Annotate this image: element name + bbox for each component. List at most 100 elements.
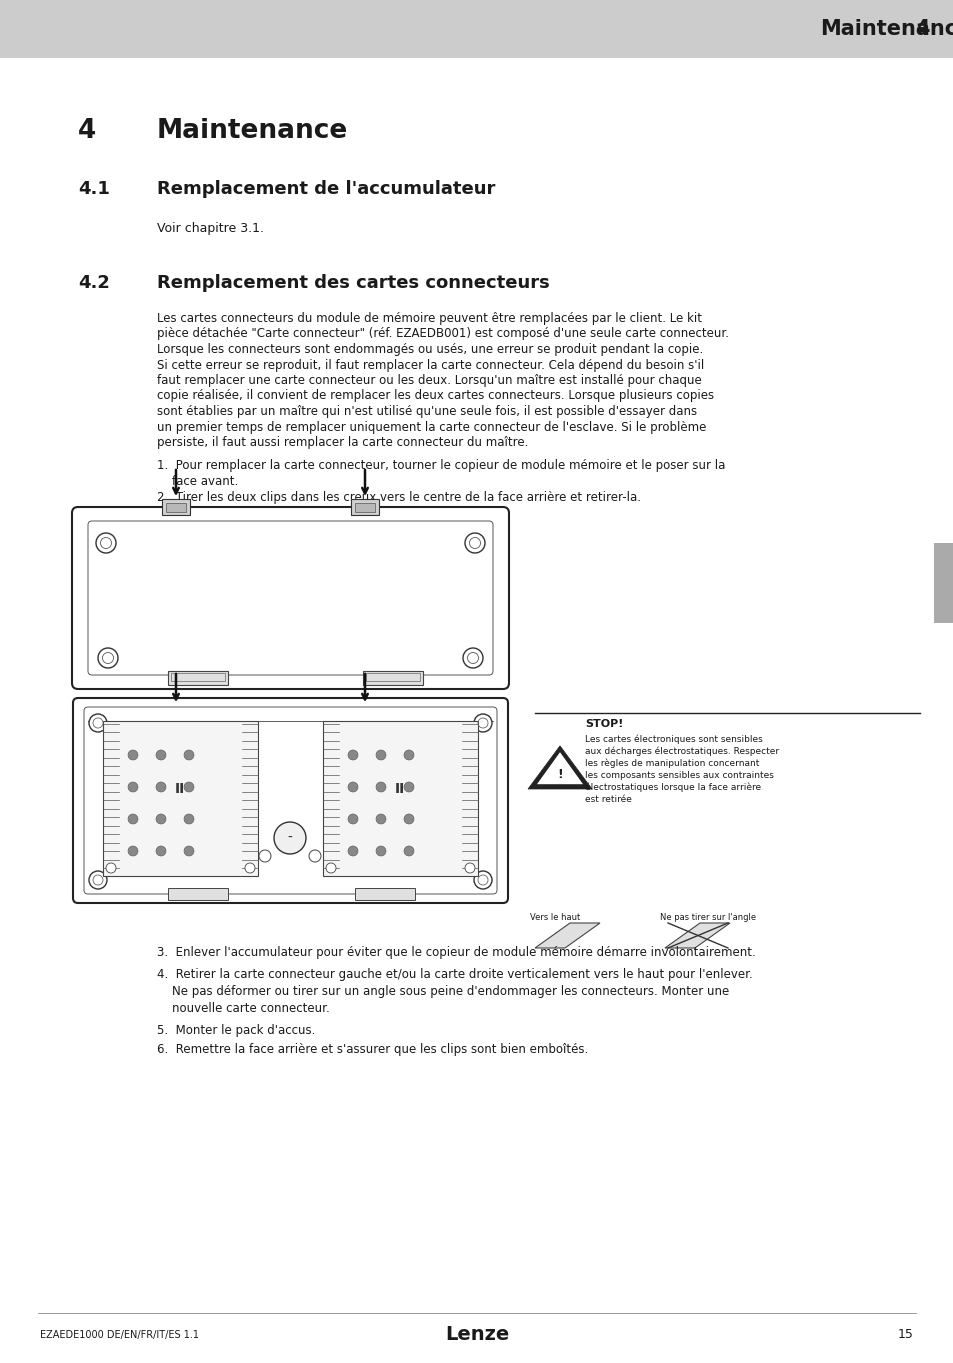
Circle shape	[245, 863, 254, 872]
Bar	[933, 542, 953, 623]
Bar	[351, 499, 378, 515]
Circle shape	[375, 814, 386, 825]
Bar	[103, 721, 257, 876]
Bar	[0, 0, 953, 59]
Circle shape	[474, 714, 492, 732]
Bar	[355, 889, 415, 900]
Bar	[168, 889, 228, 900]
Bar	[355, 503, 375, 512]
Text: est retirée: est retirée	[584, 795, 631, 804]
Text: Les cartes électroniques sont sensibles: Les cartes électroniques sont sensibles	[584, 735, 762, 744]
Circle shape	[348, 814, 357, 825]
FancyBboxPatch shape	[71, 507, 509, 690]
Polygon shape	[535, 923, 599, 949]
Circle shape	[106, 863, 116, 872]
Text: !: !	[557, 769, 562, 781]
Circle shape	[184, 782, 193, 792]
Text: Lenze: Lenze	[444, 1325, 509, 1344]
Circle shape	[375, 782, 386, 792]
Text: 4: 4	[915, 19, 929, 40]
Bar	[166, 503, 186, 512]
Circle shape	[462, 647, 482, 668]
Text: électrostatiques lorsque la face arrière: électrostatiques lorsque la face arrière	[584, 782, 760, 792]
Circle shape	[98, 647, 118, 668]
FancyBboxPatch shape	[73, 698, 507, 904]
Circle shape	[128, 814, 138, 825]
Circle shape	[184, 846, 193, 856]
Text: Lorsque les connecteurs sont endommagés ou usés, une erreur se produit pendant l: Lorsque les connecteurs sont endommagés …	[157, 343, 702, 356]
Circle shape	[128, 846, 138, 856]
Text: un premier temps de remplacer uniquement la carte connecteur de l'esclave. Si le: un premier temps de remplacer uniquement…	[157, 421, 705, 433]
Text: 2.  Tirer les deux clips dans les creux vers le centre de la face arrière et ret: 2. Tirer les deux clips dans les creux v…	[157, 491, 640, 504]
Bar	[171, 673, 225, 682]
Text: nouvelle carte connecteur.: nouvelle carte connecteur.	[157, 1002, 330, 1015]
Text: aux décharges électrostatiques. Respecter: aux décharges électrostatiques. Respecte…	[584, 747, 779, 756]
Circle shape	[309, 851, 320, 861]
Polygon shape	[527, 746, 592, 789]
Text: 4.  Retirer la carte connecteur gauche et/ou la carte droite verticalement vers : 4. Retirer la carte connecteur gauche et…	[157, 968, 752, 981]
Circle shape	[96, 533, 116, 553]
Bar	[168, 671, 228, 686]
Text: 4.1: 4.1	[78, 180, 110, 198]
Circle shape	[258, 851, 271, 861]
Text: EZAEDE1000 DE/EN/FR/IT/ES 1.1: EZAEDE1000 DE/EN/FR/IT/ES 1.1	[40, 1330, 199, 1340]
Circle shape	[403, 750, 414, 761]
Bar	[366, 673, 419, 682]
Circle shape	[89, 714, 107, 732]
Text: Remplacement de l'accumulateur: Remplacement de l'accumulateur	[157, 180, 495, 198]
Text: II: II	[174, 782, 185, 796]
Text: Si cette erreur se reproduit, il faut remplacer la carte connecteur. Cela dépend: Si cette erreur se reproduit, il faut re…	[157, 358, 703, 372]
Circle shape	[184, 750, 193, 761]
Bar	[363, 671, 422, 686]
Polygon shape	[664, 923, 729, 949]
Text: 1.  Pour remplacer la carte connecteur, tourner le copieur de module mémoire et : 1. Pour remplacer la carte connecteur, t…	[157, 459, 724, 473]
Circle shape	[274, 822, 306, 855]
Text: 3.  Enlever l'accumulateur pour éviter que le copieur de module mémoire démarre : 3. Enlever l'accumulateur pour éviter qu…	[157, 946, 755, 960]
Text: Voir chapitre 3.1.: Voir chapitre 3.1.	[157, 222, 264, 234]
Text: les composants sensibles aux contraintes: les composants sensibles aux contraintes	[584, 771, 773, 780]
Text: persiste, il faut aussi remplacer la carte connecteur du maître.: persiste, il faut aussi remplacer la car…	[157, 436, 528, 448]
Text: face avant.: face avant.	[157, 474, 238, 488]
Text: copie réalisée, il convient de remplacer les deux cartes connecteurs. Lorsque pl: copie réalisée, il convient de remplacer…	[157, 390, 714, 402]
Text: Ne pas tirer sur l'angle: Ne pas tirer sur l'angle	[659, 913, 756, 921]
Circle shape	[348, 846, 357, 856]
Text: Ne pas déformer ou tirer sur un angle sous peine d'endommager les connecteurs. M: Ne pas déformer ou tirer sur un angle so…	[157, 985, 728, 998]
Circle shape	[403, 814, 414, 825]
Circle shape	[326, 863, 335, 872]
Text: Les cartes connecteurs du module de mémoire peuvent être remplacées par le clien: Les cartes connecteurs du module de mémo…	[157, 312, 701, 324]
Circle shape	[128, 782, 138, 792]
Text: STOP!: STOP!	[584, 720, 622, 729]
Text: 4: 4	[78, 119, 96, 144]
Text: faut remplacer une carte connecteur ou les deux. Lorsqu'un maître est installé p: faut remplacer une carte connecteur ou l…	[157, 373, 701, 387]
Text: Remplacement des cartes connecteurs: Remplacement des cartes connecteurs	[157, 274, 549, 292]
Circle shape	[464, 533, 484, 553]
Polygon shape	[537, 752, 582, 784]
Circle shape	[156, 782, 166, 792]
Text: Vers le haut: Vers le haut	[530, 913, 579, 921]
Text: 5.  Monter le pack d'accus.: 5. Monter le pack d'accus.	[157, 1024, 315, 1037]
Text: sont établies par un maître qui n'est utilisé qu'une seule fois, il est possible: sont établies par un maître qui n'est ut…	[157, 405, 697, 418]
Circle shape	[89, 871, 107, 889]
Circle shape	[184, 814, 193, 825]
Text: 4.2: 4.2	[78, 274, 110, 292]
Circle shape	[375, 750, 386, 761]
Text: 6.  Remettre la face arrière et s'assurer que les clips sont bien emboîtés.: 6. Remettre la face arrière et s'assurer…	[157, 1043, 588, 1056]
Bar	[162, 499, 190, 515]
Text: 15: 15	[897, 1329, 913, 1341]
Circle shape	[403, 846, 414, 856]
Circle shape	[156, 814, 166, 825]
Circle shape	[474, 871, 492, 889]
Text: pièce détachée "Carte connecteur" (réf. EZAEDB001) est composé d'une seule carte: pièce détachée "Carte connecteur" (réf. …	[157, 327, 728, 341]
Text: Maintenance: Maintenance	[820, 19, 953, 40]
Circle shape	[128, 750, 138, 761]
Bar	[323, 721, 477, 876]
Circle shape	[348, 782, 357, 792]
Text: -: -	[287, 831, 293, 845]
Circle shape	[348, 750, 357, 761]
Circle shape	[464, 863, 475, 872]
Circle shape	[375, 846, 386, 856]
Text: II: II	[395, 782, 405, 796]
Circle shape	[403, 782, 414, 792]
Text: les règles de manipulation concernant: les règles de manipulation concernant	[584, 759, 759, 769]
Circle shape	[156, 846, 166, 856]
